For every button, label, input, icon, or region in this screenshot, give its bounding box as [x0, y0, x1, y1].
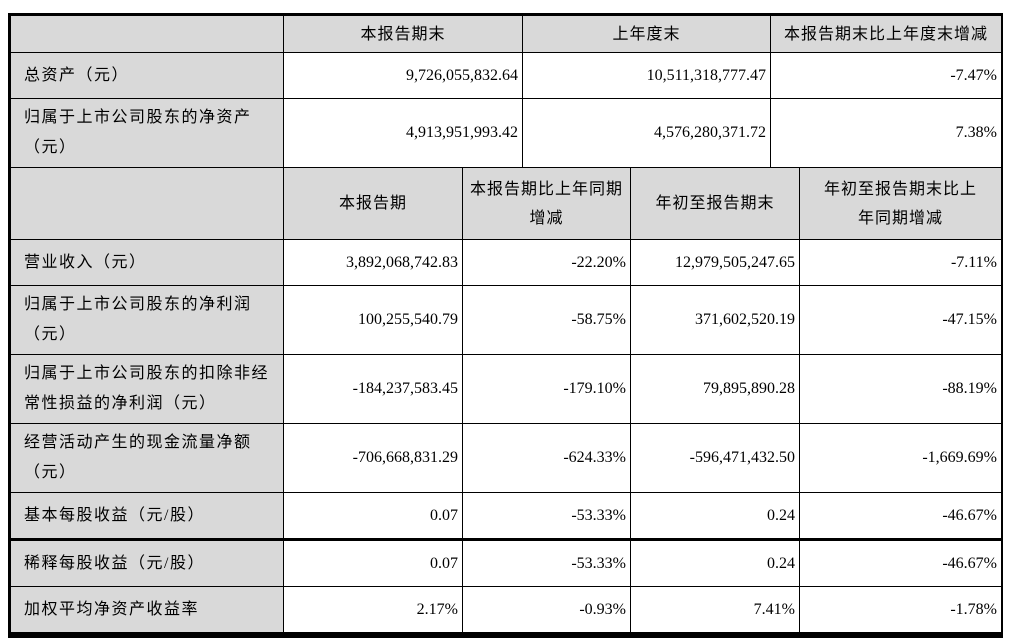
cell-value: 7.41% [630, 586, 800, 633]
cell-value: -0.93% [462, 586, 631, 633]
column-header-year-to-date: 年初至报告期末 [630, 167, 800, 240]
column-header-prior-year-end: 上年度末 [522, 15, 771, 53]
column-header-change-vs-prior-period: 本报告期比上年同期 增减 [462, 167, 631, 240]
row-label: 归属于上市公司股东的净利润 （元） [10, 285, 284, 355]
cell-value: 7.38% [770, 98, 1002, 168]
column-header-reporting-period-end: 本报告期末 [283, 15, 523, 53]
column-header-change-vs-prior-year-end: 本报告期末比上年度末增减 [770, 15, 1002, 53]
cell-value: 0.24 [630, 492, 800, 540]
cell-value: -53.33% [462, 492, 631, 540]
cell-value: 0.07 [283, 538, 463, 587]
cell-value: -58.75% [462, 285, 631, 355]
cell-value: 0.07 [283, 492, 463, 540]
cell-value: 0.24 [630, 538, 800, 587]
cell-value: 2.17% [283, 586, 463, 633]
cell-value: -179.10% [462, 354, 631, 424]
cell-value: 12,979,505,247.65 [630, 239, 800, 286]
cell-value: -47.15% [799, 285, 1002, 355]
header-row: 本报告期 本报告期比上年同期 增减 年初至报告期末 年初至报告期末比上 年同期增… [10, 167, 1002, 240]
cell-value: 3,892,068,742.83 [283, 239, 463, 286]
cell-value: 4,576,280,371.72 [522, 98, 771, 168]
header-row: 本报告期末 上年度末 本报告期末比上年度末增减 [10, 15, 1002, 53]
table-row-net-profit-excl-nonrecurring: 归属于上市公司股东的扣除非经 常性损益的净利润（元） -184,237,583.… [10, 354, 1002, 424]
row-label: 归属于上市公司股东的扣除非经 常性损益的净利润（元） [10, 354, 284, 424]
cell-value: 10,511,318,777.47 [522, 52, 771, 99]
table-row-diluted-eps: 稀释每股收益（元/股） 0.07 -53.33% 0.24 -46.67% [10, 538, 1002, 587]
corner-cell [10, 15, 284, 53]
cell-value: -22.20% [462, 239, 631, 286]
table-row-net-profit: 归属于上市公司股东的净利润 （元） 100,255,540.79 -58.75%… [10, 285, 1002, 355]
corner-cell [10, 167, 284, 240]
table-row-operating-revenue: 营业收入（元） 3,892,068,742.83 -22.20% 12,979,… [10, 239, 1002, 286]
table-row-net-assets: 归属于上市公司股东的净资产 （元） 4,913,951,993.42 4,576… [10, 98, 1002, 168]
financial-summary-sheet: 本报告期末 上年度末 本报告期末比上年度末增减 总资产（元） 9,726,055… [8, 13, 1003, 638]
row-label: 营业收入（元） [10, 239, 284, 286]
cell-value: 100,255,540.79 [283, 285, 463, 355]
cell-value: 9,726,055,832.64 [283, 52, 523, 99]
row-label: 基本每股收益（元/股） [10, 492, 284, 540]
reporting-period-table: 本报告期 本报告期比上年同期 增减 年初至报告期末 年初至报告期末比上 年同期增… [10, 167, 1002, 633]
table-row-operating-cash-flow: 经营活动产生的现金流量净额 （元） -706,668,831.29 -624.3… [10, 423, 1002, 493]
cell-value: -46.67% [799, 538, 1002, 587]
cell-value: -53.33% [462, 538, 631, 587]
cell-value: -184,237,583.45 [283, 354, 463, 424]
cell-value: -7.11% [799, 239, 1002, 286]
period-end-table: 本报告期末 上年度末 本报告期末比上年度末增减 总资产（元） 9,726,055… [10, 15, 1002, 168]
row-label: 经营活动产生的现金流量净额 （元） [10, 423, 284, 493]
cell-value: -1.78% [799, 586, 1002, 633]
row-label: 稀释每股收益（元/股） [10, 538, 284, 587]
cell-value: -88.19% [799, 354, 1002, 424]
column-header-current-period: 本报告期 [283, 167, 463, 240]
cell-value: -1,669.69% [799, 423, 1002, 493]
row-label: 总资产（元） [10, 52, 284, 99]
column-header-ytd-change: 年初至报告期末比上 年同期增减 [799, 167, 1002, 240]
cell-value: -624.33% [462, 423, 631, 493]
cell-value: -706,668,831.29 [283, 423, 463, 493]
table-row-weighted-avg-roe: 加权平均净资产收益率 2.17% -0.93% 7.41% -1.78% [10, 586, 1002, 633]
cell-value: 4,913,951,993.42 [283, 98, 523, 168]
table-row-total-assets: 总资产（元） 9,726,055,832.64 10,511,318,777.4… [10, 52, 1002, 99]
cell-value: -46.67% [799, 492, 1002, 540]
cell-value: 371,602,520.19 [630, 285, 800, 355]
row-label: 加权平均净资产收益率 [10, 586, 284, 633]
row-label: 归属于上市公司股东的净资产 （元） [10, 98, 284, 168]
cell-value: -7.47% [770, 52, 1002, 99]
table-row-basic-eps: 基本每股收益（元/股） 0.07 -53.33% 0.24 -46.67% [10, 492, 1002, 540]
cell-value: -596,471,432.50 [630, 423, 800, 493]
cell-value: 79,895,890.28 [630, 354, 800, 424]
